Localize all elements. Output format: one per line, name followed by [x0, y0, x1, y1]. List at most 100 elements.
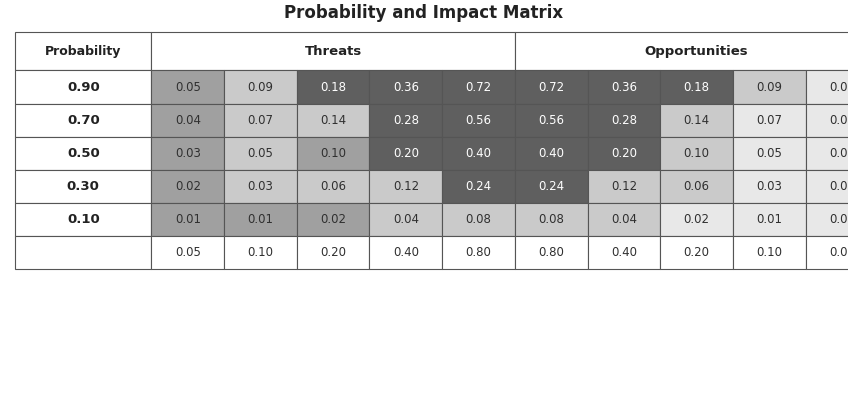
Text: 0.05: 0.05: [829, 246, 848, 259]
Text: 0.28: 0.28: [393, 114, 419, 127]
Text: 0.72: 0.72: [538, 81, 564, 94]
Text: 0.50: 0.50: [67, 147, 100, 160]
Bar: [661, 203, 733, 236]
Text: 0.02: 0.02: [829, 180, 848, 193]
Text: 0.02: 0.02: [321, 213, 346, 226]
Text: 0.14: 0.14: [320, 114, 346, 127]
Text: 0.24: 0.24: [466, 180, 492, 193]
Text: 0.24: 0.24: [538, 180, 564, 193]
Bar: [733, 70, 806, 103]
Bar: [661, 70, 733, 103]
Text: Probability and Impact Matrix: Probability and Impact Matrix: [284, 4, 564, 23]
Bar: [806, 203, 848, 236]
Bar: [152, 70, 224, 103]
Text: 0.80: 0.80: [538, 246, 564, 259]
Text: 0.01: 0.01: [248, 213, 273, 226]
Text: 0.20: 0.20: [611, 147, 637, 160]
Text: 0.02: 0.02: [175, 180, 201, 193]
Bar: [733, 203, 806, 236]
Bar: [515, 32, 848, 70]
Text: 0.09: 0.09: [756, 81, 782, 94]
Bar: [297, 70, 370, 103]
Bar: [733, 236, 806, 269]
Bar: [370, 70, 442, 103]
Bar: [515, 70, 588, 103]
Bar: [661, 170, 733, 203]
Bar: [515, 236, 588, 269]
Bar: [224, 70, 297, 103]
Bar: [442, 236, 515, 269]
Bar: [515, 170, 588, 203]
Bar: [588, 170, 661, 203]
Bar: [370, 103, 442, 137]
Bar: [442, 203, 515, 236]
Bar: [588, 203, 661, 236]
Text: 0.30: 0.30: [67, 180, 100, 193]
Bar: [297, 103, 370, 137]
Bar: [224, 170, 297, 203]
Text: 0.04: 0.04: [393, 213, 419, 226]
Bar: [588, 236, 661, 269]
Text: 0.04: 0.04: [175, 114, 201, 127]
Text: 0.04: 0.04: [611, 213, 637, 226]
Bar: [224, 236, 297, 269]
Bar: [152, 32, 515, 70]
Text: 0.04: 0.04: [829, 114, 848, 127]
Bar: [297, 236, 370, 269]
Text: 0.10: 0.10: [756, 246, 782, 259]
Bar: [370, 236, 442, 269]
Text: 0.08: 0.08: [466, 213, 492, 226]
Text: 0.03: 0.03: [175, 147, 201, 160]
Bar: [442, 170, 515, 203]
Bar: [588, 70, 661, 103]
Bar: [733, 137, 806, 170]
Bar: [515, 137, 588, 170]
Text: 0.40: 0.40: [466, 147, 492, 160]
Text: 0.05: 0.05: [756, 147, 782, 160]
Bar: [152, 203, 224, 236]
Text: 0.18: 0.18: [683, 81, 710, 94]
Text: Probability: Probability: [45, 45, 121, 58]
Text: 0.20: 0.20: [683, 246, 710, 259]
Text: 0.10: 0.10: [683, 147, 710, 160]
Text: 0.90: 0.90: [67, 81, 100, 94]
Text: 0.02: 0.02: [683, 213, 710, 226]
Bar: [661, 103, 733, 137]
Text: 0.10: 0.10: [321, 147, 346, 160]
Bar: [733, 170, 806, 203]
Text: 0.12: 0.12: [393, 180, 419, 193]
Bar: [224, 103, 297, 137]
Bar: [15, 70, 152, 103]
Bar: [588, 103, 661, 137]
Bar: [442, 137, 515, 170]
Text: 0.09: 0.09: [248, 81, 273, 94]
Bar: [224, 137, 297, 170]
Text: 0.01: 0.01: [829, 213, 848, 226]
Bar: [515, 103, 588, 137]
Text: 0.28: 0.28: [611, 114, 637, 127]
Text: 0.40: 0.40: [538, 147, 564, 160]
Text: 0.40: 0.40: [393, 246, 419, 259]
Bar: [152, 236, 224, 269]
Bar: [370, 170, 442, 203]
Text: 0.18: 0.18: [321, 81, 346, 94]
Text: 0.06: 0.06: [321, 180, 346, 193]
Text: 0.12: 0.12: [611, 180, 637, 193]
Text: 0.36: 0.36: [393, 81, 419, 94]
Bar: [806, 236, 848, 269]
Text: 0.07: 0.07: [756, 114, 782, 127]
Text: 0.40: 0.40: [611, 246, 637, 259]
Text: 0.72: 0.72: [466, 81, 492, 94]
Bar: [15, 170, 152, 203]
Bar: [152, 170, 224, 203]
Text: 0.36: 0.36: [611, 81, 637, 94]
Text: 0.08: 0.08: [538, 213, 564, 226]
Text: 0.56: 0.56: [538, 114, 564, 127]
Bar: [806, 170, 848, 203]
Bar: [297, 203, 370, 236]
Bar: [370, 137, 442, 170]
Text: Opportunities: Opportunities: [644, 45, 749, 58]
Bar: [224, 203, 297, 236]
Text: 0.20: 0.20: [393, 147, 419, 160]
Text: 0.03: 0.03: [248, 180, 273, 193]
